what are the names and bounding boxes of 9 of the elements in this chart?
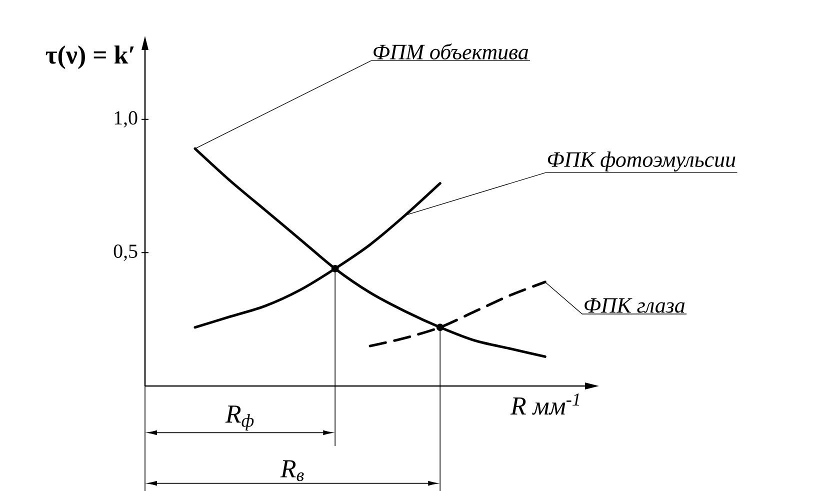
text: ФПК фотоэмульсии xyxy=(548,152,736,172)
text: R$_{в}$ xyxy=(280,460,304,482)
series-label: ФПК глаза xyxy=(584,298,685,313)
y-tick-label: 0,5 xyxy=(114,244,138,261)
y-tick-label: 1,0 xyxy=(114,111,138,128)
x-axis-title: R мм$^{-1}$ xyxy=(510,394,580,415)
text: ФПМ объектива xyxy=(374,44,528,60)
y-axis-title: τ(ν) = k′ xyxy=(46,46,134,70)
text: R$_{ф}$ xyxy=(225,406,254,430)
